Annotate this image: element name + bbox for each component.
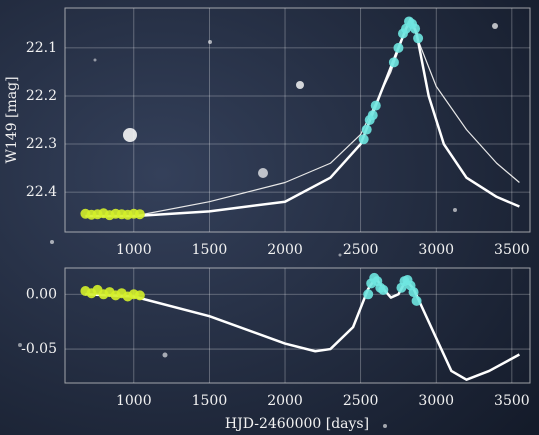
data-point: [378, 285, 388, 295]
x-tick-label: 1000: [116, 393, 152, 409]
data-point: [409, 287, 419, 297]
data-point: [363, 289, 373, 299]
data-point: [135, 290, 145, 300]
x-tick-label: 1500: [192, 393, 228, 409]
x-tick-label: 2500: [343, 242, 379, 258]
data-point: [413, 33, 423, 43]
data-point: [368, 110, 378, 120]
data-point: [393, 43, 403, 53]
x-tick-label: 3500: [494, 242, 530, 258]
data-point: [359, 134, 369, 144]
data-point: [410, 24, 420, 34]
x-tick-label: 2000: [267, 393, 303, 409]
x-tick-label: 1500: [192, 242, 228, 258]
y-axis-label: W149 [mag]: [4, 76, 20, 163]
x-tick-label: 3000: [418, 393, 454, 409]
data-point: [371, 101, 381, 111]
y-tick-label: -0.05: [21, 341, 57, 357]
y-tick-label: 0.00: [26, 286, 57, 302]
data-point: [389, 57, 399, 67]
x-tick-label: 1000: [116, 242, 152, 258]
data-point: [135, 209, 145, 219]
y-tick-label: 22.1: [26, 40, 57, 56]
x-tick-label: 3500: [494, 393, 530, 409]
data-point: [412, 296, 422, 306]
chart: W149 [mag] HJD-2460000 [days] 1000 1500 20…: [0, 0, 539, 435]
x-tick-label: 2500: [343, 393, 379, 409]
x-axis-label: HJD-2460000 [days]: [225, 416, 369, 432]
y-tick-label: 22.4: [26, 184, 57, 200]
data-point: [362, 125, 372, 135]
x-tick-label: 2000: [267, 242, 303, 258]
y-tick-label: 22.2: [26, 88, 57, 104]
x-tick-label: 3000: [418, 242, 454, 258]
background: [0, 0, 539, 435]
y-tick-label: 22.3: [26, 136, 57, 152]
